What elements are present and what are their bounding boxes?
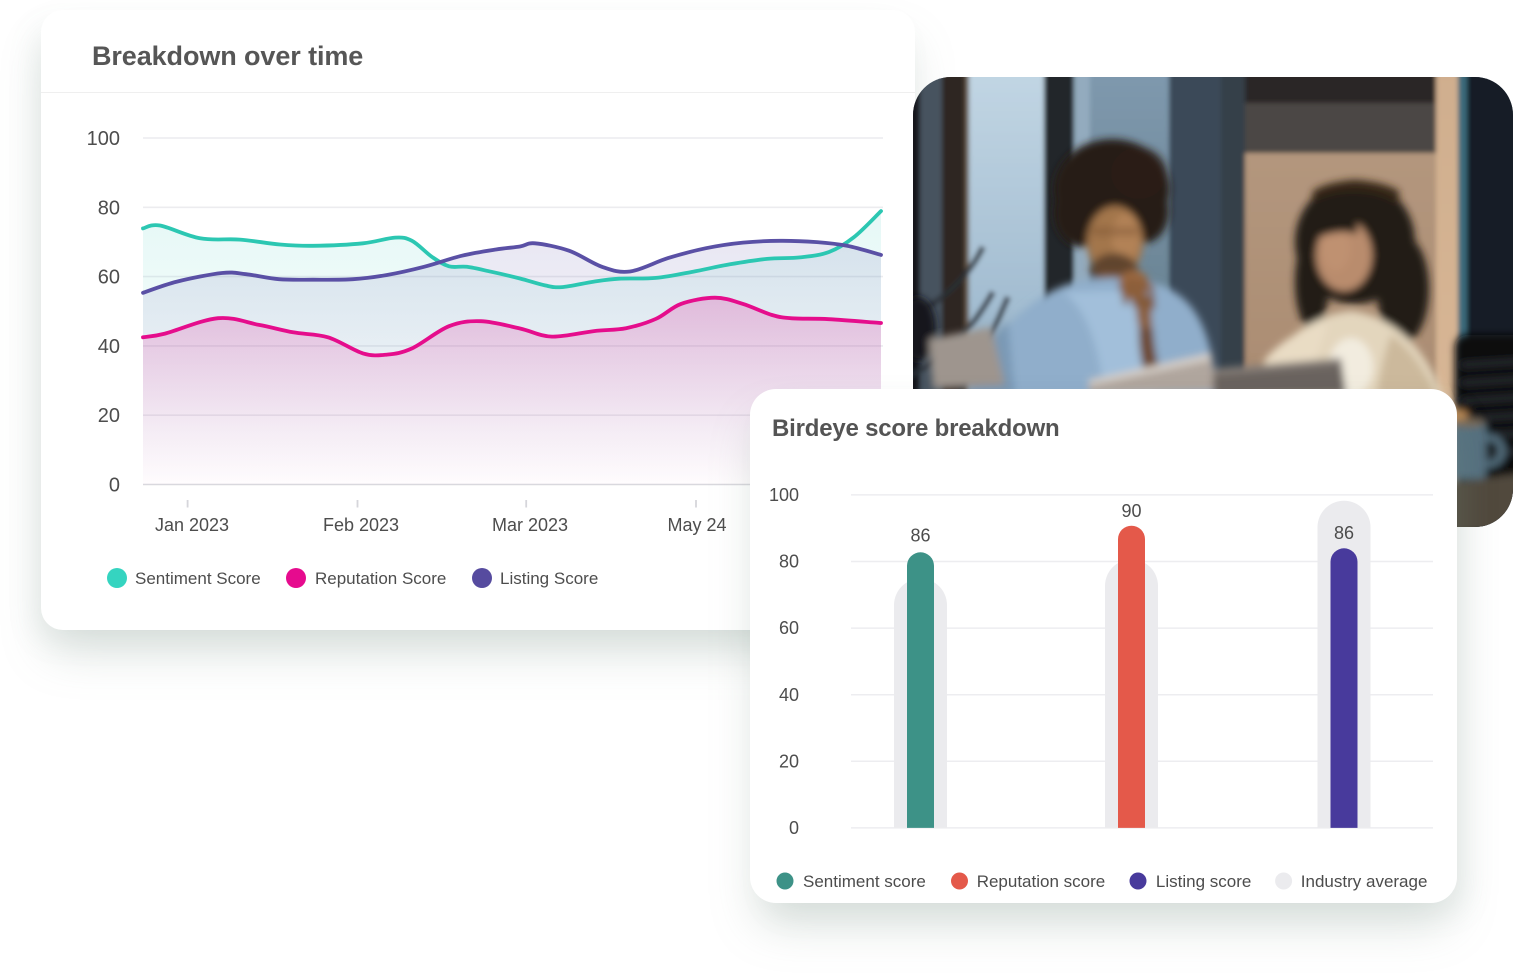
svg-text:May 24: May 24	[667, 515, 726, 535]
svg-text:Listing Score: Listing Score	[500, 569, 598, 588]
svg-text:90: 90	[1121, 501, 1141, 521]
svg-text:Sentiment Score: Sentiment Score	[135, 569, 261, 588]
svg-text:Reputation Score: Reputation Score	[315, 569, 446, 588]
svg-text:0: 0	[789, 818, 799, 838]
svg-text:Reputation score: Reputation score	[977, 872, 1106, 891]
svg-text:Feb 2023: Feb 2023	[323, 515, 399, 535]
svg-text:Sentiment score: Sentiment score	[803, 872, 926, 891]
svg-text:40: 40	[98, 336, 120, 358]
svg-text:60: 60	[98, 267, 120, 289]
svg-text:86: 86	[910, 526, 930, 546]
svg-text:Listing score: Listing score	[1156, 872, 1251, 891]
svg-text:Mar 2023: Mar 2023	[492, 515, 568, 535]
svg-text:60: 60	[779, 618, 799, 638]
svg-text:80: 80	[98, 197, 120, 219]
svg-text:20: 20	[779, 751, 799, 771]
svg-text:100: 100	[769, 485, 799, 505]
svg-text:20: 20	[98, 405, 120, 427]
svg-text:86: 86	[1334, 523, 1354, 543]
svg-text:Jan 2023: Jan 2023	[155, 515, 229, 535]
svg-text:Industry average: Industry average	[1301, 872, 1428, 891]
svg-text:80: 80	[779, 552, 799, 572]
svg-text:100: 100	[87, 128, 120, 150]
svg-text:40: 40	[779, 685, 799, 705]
svg-text:0: 0	[109, 475, 120, 497]
